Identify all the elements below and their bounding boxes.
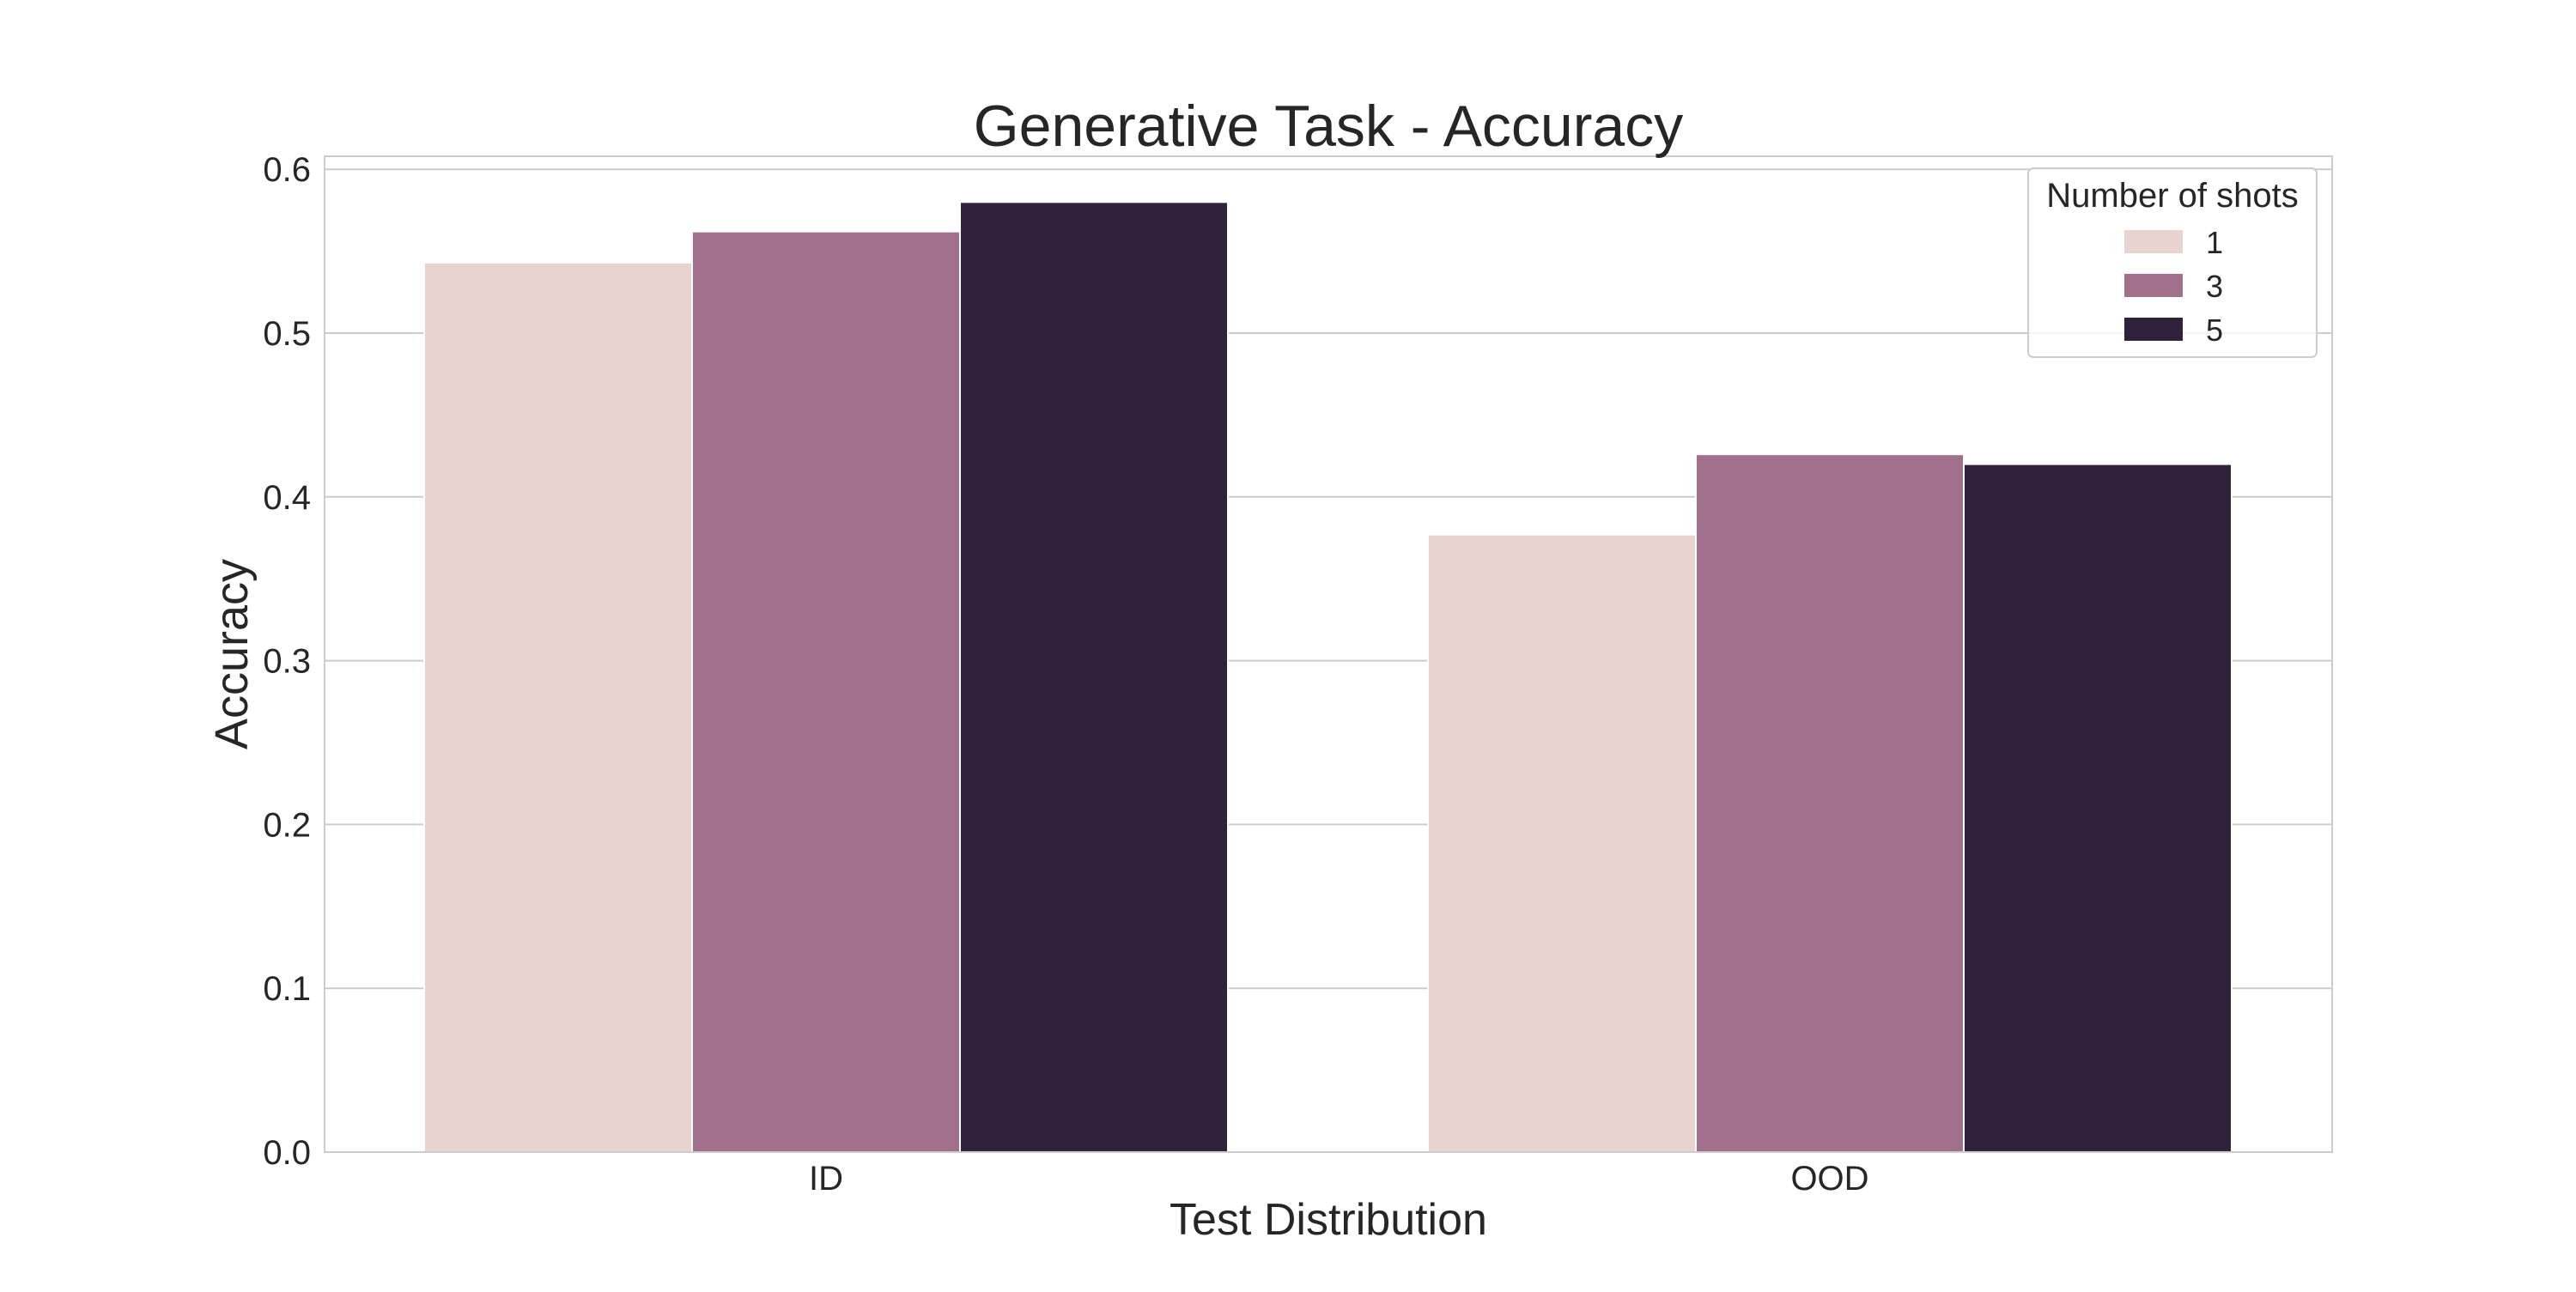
y-tick-label: 0.6 — [263, 151, 311, 189]
legend-swatch — [2124, 274, 2183, 297]
legend-items: 1 3 5 — [2124, 225, 2223, 348]
y-tick-label: 0.5 — [263, 315, 311, 353]
legend-frame — [2027, 167, 2318, 358]
legend-label: 3 — [2206, 269, 2223, 304]
legend-label: 1 — [2206, 225, 2223, 260]
y-tick-label: 0.0 — [263, 1134, 311, 1172]
legend-label: 5 — [2206, 312, 2223, 348]
y-tick-label: 0.1 — [263, 970, 311, 1008]
y-tick-label: 0.2 — [263, 806, 311, 844]
x-tick-label: ID — [809, 1160, 843, 1198]
x-axis-label: Test Distribution — [1170, 1195, 1487, 1245]
chart-title: Generative Task - Accuracy — [974, 94, 1683, 159]
legend: Number of shots 1 3 5 — [2027, 167, 2318, 358]
legend-title: Number of shots — [2046, 177, 2298, 215]
y-tick-label: 0.3 — [263, 643, 311, 681]
bar-ood-shots-1 — [1427, 533, 1697, 1153]
legend-swatch — [2124, 318, 2183, 341]
x-tick-labels: ID OOD — [809, 1160, 1869, 1198]
y-tick-label: 0.4 — [263, 479, 311, 517]
x-tick-label: OOD — [1790, 1160, 1868, 1198]
legend-swatch — [2124, 230, 2183, 253]
bar-id-shots-3 — [691, 230, 961, 1154]
y-tick-labels: 0.0 0.1 0.2 0.3 0.4 0.5 0.6 — [263, 151, 311, 1172]
bar-id-shots-1 — [423, 261, 693, 1153]
bar-ood-shots-5 — [1963, 463, 2233, 1153]
bar-id-shots-5 — [959, 201, 1229, 1154]
bar-ood-shots-3 — [1695, 453, 1965, 1153]
y-axis-label: Accuracy — [206, 559, 258, 749]
plot-frame — [324, 155, 2333, 1153]
